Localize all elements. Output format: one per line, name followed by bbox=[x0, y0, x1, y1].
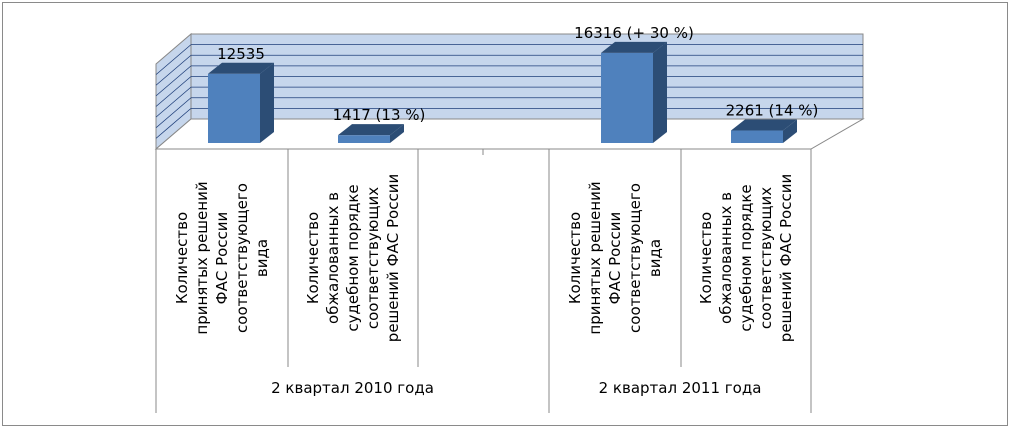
bar-top bbox=[731, 119, 797, 131]
category-label-line: вида bbox=[253, 239, 271, 277]
category-label-line: соответствующего bbox=[233, 183, 251, 333]
gridline-side bbox=[155, 97, 192, 129]
chart-back-wall bbox=[154, 32, 865, 151]
category-label-line: Количество bbox=[697, 212, 715, 304]
category-label-line: обжалованных в bbox=[324, 192, 342, 324]
category-label-line: обжалованных в bbox=[717, 192, 735, 324]
gridline-side bbox=[155, 65, 192, 97]
data-label: 2261 (14 %) bbox=[726, 102, 819, 120]
chart-floor bbox=[154, 118, 865, 150]
category-label-line: Количество bbox=[566, 212, 584, 304]
category-label-line: судебном порядке bbox=[344, 184, 362, 331]
category-label-line: решений ФАС России bbox=[777, 174, 795, 342]
bar-front bbox=[208, 73, 260, 143]
data-label: 16316 (+ 30 %) bbox=[574, 24, 694, 42]
group-label: 2 квартал 2011 года bbox=[599, 379, 762, 397]
category-label-line: ФАС России bbox=[213, 212, 231, 305]
category-axis bbox=[155, 149, 812, 413]
labels: 12535 1417 (13 %) 16316 (+ 30 %) 2261 (14 %… bbox=[173, 24, 818, 397]
bar-side bbox=[783, 119, 797, 143]
data-label: 12535 bbox=[217, 45, 265, 63]
chart-svg: 12535 1417 (13 %) 16316 (+ 30 %) 2261 (14 %… bbox=[154, 24, 865, 413]
gridline-side bbox=[155, 76, 192, 107]
bar-top bbox=[338, 124, 404, 136]
category-label-line: решений ФАС России bbox=[384, 174, 402, 342]
bar-front bbox=[601, 52, 653, 143]
bars bbox=[208, 41, 797, 143]
bar-side bbox=[390, 124, 404, 143]
bar-side bbox=[260, 62, 274, 143]
category-label-line: соответствующих bbox=[364, 187, 382, 329]
category-label-line: принятых решений bbox=[586, 181, 604, 334]
bar-top bbox=[601, 41, 667, 53]
category-label-line: вида bbox=[646, 239, 664, 277]
group-label: 2 квартал 2010 года bbox=[271, 379, 434, 397]
gridline-side bbox=[155, 86, 192, 118]
category-label-line: ФАС России bbox=[606, 212, 624, 305]
bar-side bbox=[653, 41, 667, 143]
gridline-side bbox=[155, 44, 192, 75]
gridline-side bbox=[155, 108, 192, 139]
category-label-line: принятых решений bbox=[193, 181, 211, 334]
category-label-line: Количество bbox=[173, 212, 191, 304]
category-label-line: судебном порядке bbox=[737, 184, 755, 331]
bar-front bbox=[731, 130, 783, 143]
gridline-side bbox=[155, 54, 192, 86]
bar-front bbox=[338, 135, 390, 143]
category-label-line: соответствующих bbox=[757, 187, 775, 329]
category-label-line: Количество bbox=[304, 212, 322, 304]
bar-top bbox=[208, 62, 274, 74]
data-label: 1417 (13 %) bbox=[333, 106, 426, 124]
category-label-line: соответствующего bbox=[626, 183, 644, 333]
